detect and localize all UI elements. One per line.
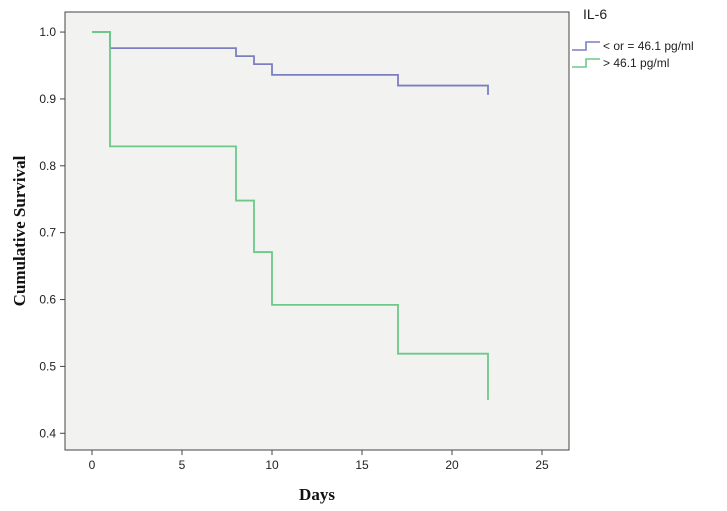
legend-swatch <box>572 58 600 68</box>
y-tick-label: 0.9 <box>39 92 56 106</box>
x-tick-label: 10 <box>265 458 279 472</box>
x-tick-label: 5 <box>179 458 186 472</box>
x-axis: 0 5 10 15 20 25 <box>89 450 549 472</box>
y-tick-label: 0.6 <box>39 293 56 307</box>
y-tick-label: 0.4 <box>39 426 56 440</box>
x-tick-label: 20 <box>445 458 459 472</box>
legend-label: > 46.1 pg/ml <box>603 56 669 70</box>
x-tick-label: 25 <box>535 458 549 472</box>
y-axis-title: Cumulative Survival <box>10 155 29 306</box>
x-tick-label: 15 <box>355 458 369 472</box>
y-axis: 0.4 0.5 0.6 0.7 0.8 0.9 1.0 <box>39 25 65 440</box>
legend-title: IL-6 <box>583 6 607 22</box>
y-tick-label: 0.5 <box>39 359 56 373</box>
x-tick-label: 0 <box>89 458 96 472</box>
x-axis-title: Days <box>299 485 335 504</box>
legend-swatch <box>572 41 600 51</box>
legend-label: < or = 46.1 pg/ml <box>603 39 694 53</box>
series-layer <box>92 31 489 400</box>
series-line-2 <box>92 31 489 400</box>
plot-area <box>64 11 570 451</box>
legend: IL-6 < or = 46.1 pg/ml > 46.1 pg/ml <box>572 6 694 70</box>
y-tick-label: 0.7 <box>39 226 56 240</box>
legend-items: < or = 46.1 pg/ml > 46.1 pg/ml <box>572 39 694 70</box>
y-tick-label: 0.8 <box>39 159 56 173</box>
y-tick-label: 1.0 <box>39 25 56 39</box>
